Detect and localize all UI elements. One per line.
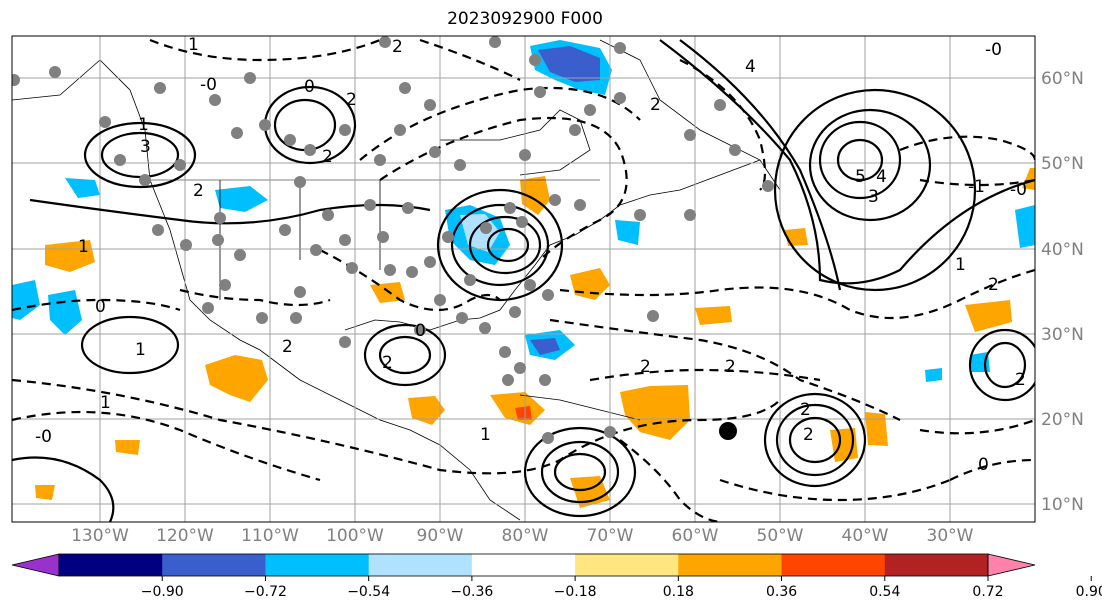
contour-label: -0: [1010, 180, 1027, 200]
contour-label: 2: [193, 181, 204, 201]
contour-label: 1: [188, 35, 199, 55]
graticule: [12, 36, 1035, 522]
contour-label: 4: [876, 167, 887, 187]
contour-label: 2: [803, 425, 814, 445]
colorbar-tick-label: −0.18: [554, 584, 597, 600]
colorbar-segment: [265, 554, 370, 576]
colorbar-tick-label: −0.54: [347, 584, 390, 600]
colorbar-frame: [58, 553, 989, 577]
lon-label: 60°W: [672, 526, 719, 546]
colorbar-tick-label: −0.36: [450, 584, 493, 600]
contour-label: -0: [985, 40, 1002, 60]
colorbar-segment: [781, 554, 886, 576]
lon-label: 80°W: [502, 526, 549, 546]
lat-label: 60°N: [1041, 69, 1084, 89]
colorbar-segment: [162, 554, 266, 576]
contour-label: 1: [138, 115, 149, 135]
lat-label: 10°N: [1041, 495, 1084, 515]
lat-label: 20°N: [1041, 410, 1084, 430]
lat-label: 30°N: [1041, 325, 1084, 345]
contour-label: 0: [95, 297, 106, 317]
lon-labels: 130°W 120°W 110°W 100°W 90°W 80°W 70°W 6…: [71, 526, 974, 546]
colorbar-extend-low: [11, 553, 60, 577]
colorbar-tick-label: 0.18: [663, 584, 694, 600]
contour-label: 2: [322, 147, 333, 167]
contour-label: 2: [988, 275, 999, 295]
contour-label: 2: [382, 353, 393, 373]
contour-label: 1: [78, 237, 89, 257]
colorbar-segment: [471, 554, 576, 576]
colorbar-tick-label: 0.54: [869, 584, 900, 600]
contour-label: 0: [304, 77, 315, 97]
lon-label: 100°W: [326, 526, 384, 546]
contour-label: 2: [392, 37, 403, 57]
contour-label: -0: [35, 427, 52, 447]
contour-label: 4: [745, 57, 756, 77]
contour-label: 1: [480, 425, 491, 445]
contour-label: 5: [855, 167, 866, 187]
lon-label: 90°W: [417, 526, 464, 546]
lat-label: 40°N: [1041, 240, 1084, 260]
contour-label: 1: [955, 255, 966, 275]
station-dots: [12, 36, 774, 444]
contour-label: 3: [140, 137, 151, 157]
map-area: 1 2 -0 0 2 1 3 2 2 4 5 4 3 -1 -0 -0 1 2 …: [12, 35, 1035, 522]
contour-label: 2: [725, 357, 736, 377]
lon-label: 30°W: [927, 526, 974, 546]
contour-label: 2: [1015, 370, 1026, 390]
colorbar-tick-label: 0.72: [972, 584, 1003, 600]
lat-labels: 60°N 50°N 40°N 30°N 20°N 10°N: [1041, 69, 1084, 515]
colorbar-segment: [59, 554, 163, 576]
storm-marker: [719, 422, 737, 440]
lon-label: 130°W: [71, 526, 129, 546]
contour-label: 2: [346, 90, 357, 110]
colorbar-tick-label: 0.36: [766, 584, 797, 600]
contour-label: 3: [868, 187, 879, 207]
contour-label: 2: [640, 357, 651, 377]
colorbar: −0.90 −0.72 −0.54 −0.36 −0.18 0.18 0.36 0.54 0.7…: [11, 553, 1102, 600]
map-title: 2023092900 F000: [447, 9, 603, 29]
contour-label: 2: [282, 337, 293, 357]
lon-label: 110°W: [241, 526, 299, 546]
lon-label: 50°W: [757, 526, 804, 546]
lat-label: 50°N: [1041, 154, 1084, 174]
contour-label: 2: [800, 400, 811, 420]
lon-label: 120°W: [156, 526, 214, 546]
contour-labels: 1 2 -0 0 2 1 3 2 2 4 5 4 3 -1 -0 -0 1 2 …: [35, 35, 1027, 475]
contour-label: 1: [135, 340, 146, 360]
solid-contours: [12, 39, 1035, 522]
contour-label: 0: [415, 321, 426, 341]
lon-label: 40°W: [842, 526, 889, 546]
colorbar-segment: [678, 554, 783, 576]
colorbar-segment: [884, 554, 989, 576]
map-frame: [11, 35, 1036, 523]
contour-label: 2: [650, 95, 661, 115]
contour-label: -1: [968, 177, 985, 197]
colorbar-segment: [368, 554, 473, 576]
colorbar-extend-high: [987, 553, 1036, 577]
colorbar-tick-label: −0.72: [244, 584, 287, 600]
lon-label: 70°W: [587, 526, 634, 546]
colorbar-tick-label: −0.90: [141, 584, 184, 600]
colorbar-tick-label: 0.90: [1076, 584, 1102, 600]
colorbar-segment: [575, 554, 679, 576]
contour-label: 1: [100, 393, 111, 413]
contour-label: -0: [200, 75, 217, 95]
contour-label: 0: [978, 455, 989, 475]
